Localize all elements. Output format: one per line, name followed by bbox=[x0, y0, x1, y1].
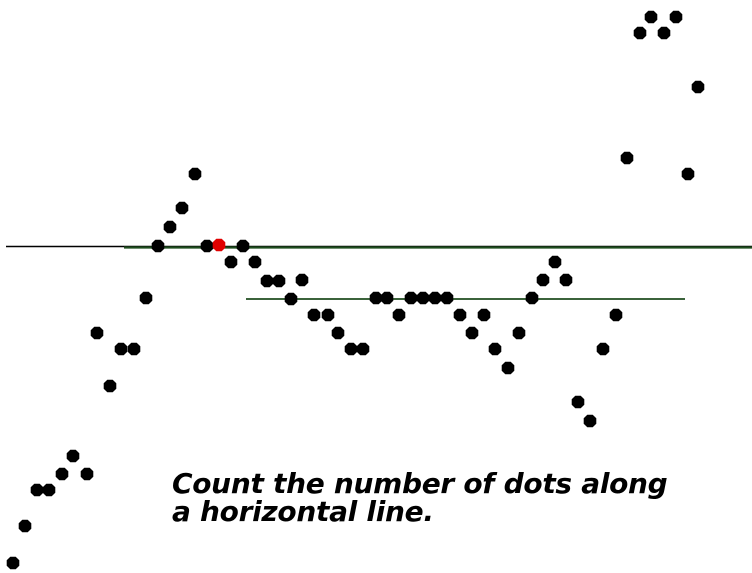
caption-line-1: Count the number of dots along bbox=[172, 467, 668, 500]
dot bbox=[248, 255, 262, 269]
dot bbox=[681, 167, 695, 181]
horizontal-lines bbox=[6, 245, 752, 300]
dot bbox=[188, 167, 202, 181]
dot bbox=[139, 291, 153, 305]
dot bbox=[465, 326, 479, 340]
dot bbox=[536, 273, 550, 287]
dot bbox=[151, 239, 165, 253]
dot bbox=[428, 291, 442, 305]
dot bbox=[103, 379, 117, 393]
dot bbox=[583, 414, 597, 428]
dot bbox=[272, 274, 286, 288]
dot bbox=[657, 26, 671, 40]
dot bbox=[571, 395, 585, 409]
dot bbox=[609, 308, 623, 322]
dot bbox=[260, 274, 274, 288]
dot bbox=[18, 519, 32, 533]
dot-sequence bbox=[6, 10, 705, 570]
dot bbox=[321, 308, 335, 322]
dot bbox=[90, 326, 104, 340]
dot bbox=[512, 326, 526, 340]
dot bbox=[114, 342, 128, 356]
dot bbox=[548, 255, 562, 269]
dot bbox=[55, 467, 69, 481]
dot bbox=[440, 291, 454, 305]
dot bbox=[284, 292, 298, 306]
dot bbox=[392, 308, 406, 322]
dot bbox=[596, 342, 610, 356]
dot bbox=[236, 239, 250, 253]
dot bbox=[30, 483, 44, 497]
dot bbox=[380, 291, 394, 305]
dot bbox=[6, 556, 20, 570]
dot bbox=[163, 220, 177, 234]
dot bbox=[331, 326, 345, 340]
dot bbox=[559, 273, 573, 287]
dot bbox=[295, 273, 309, 287]
dot bbox=[307, 308, 321, 322]
dot bbox=[344, 342, 358, 356]
dot bbox=[477, 308, 491, 322]
dot bbox=[669, 10, 683, 24]
dot bbox=[127, 342, 141, 356]
dot bbox=[525, 291, 539, 305]
dot bbox=[644, 10, 658, 24]
dot bbox=[404, 291, 418, 305]
dot bbox=[42, 483, 56, 497]
dot bbox=[80, 467, 94, 481]
dot bbox=[66, 449, 80, 463]
dot bbox=[501, 361, 515, 375]
dot bbox=[356, 342, 370, 356]
dot bbox=[691, 80, 705, 94]
dot bbox=[453, 308, 467, 322]
caption-line-2: a horizontal line. bbox=[172, 495, 434, 528]
dot bbox=[620, 151, 634, 165]
dot bbox=[488, 342, 502, 356]
dot bbox=[369, 291, 383, 305]
dot bbox=[224, 255, 238, 269]
dot bbox=[175, 201, 189, 215]
dot bbox=[633, 26, 647, 40]
dot bbox=[200, 239, 214, 253]
dot bbox=[416, 291, 430, 305]
caption: Count the number of dots along a horizon… bbox=[172, 470, 732, 526]
highlighted-dot bbox=[212, 238, 226, 252]
